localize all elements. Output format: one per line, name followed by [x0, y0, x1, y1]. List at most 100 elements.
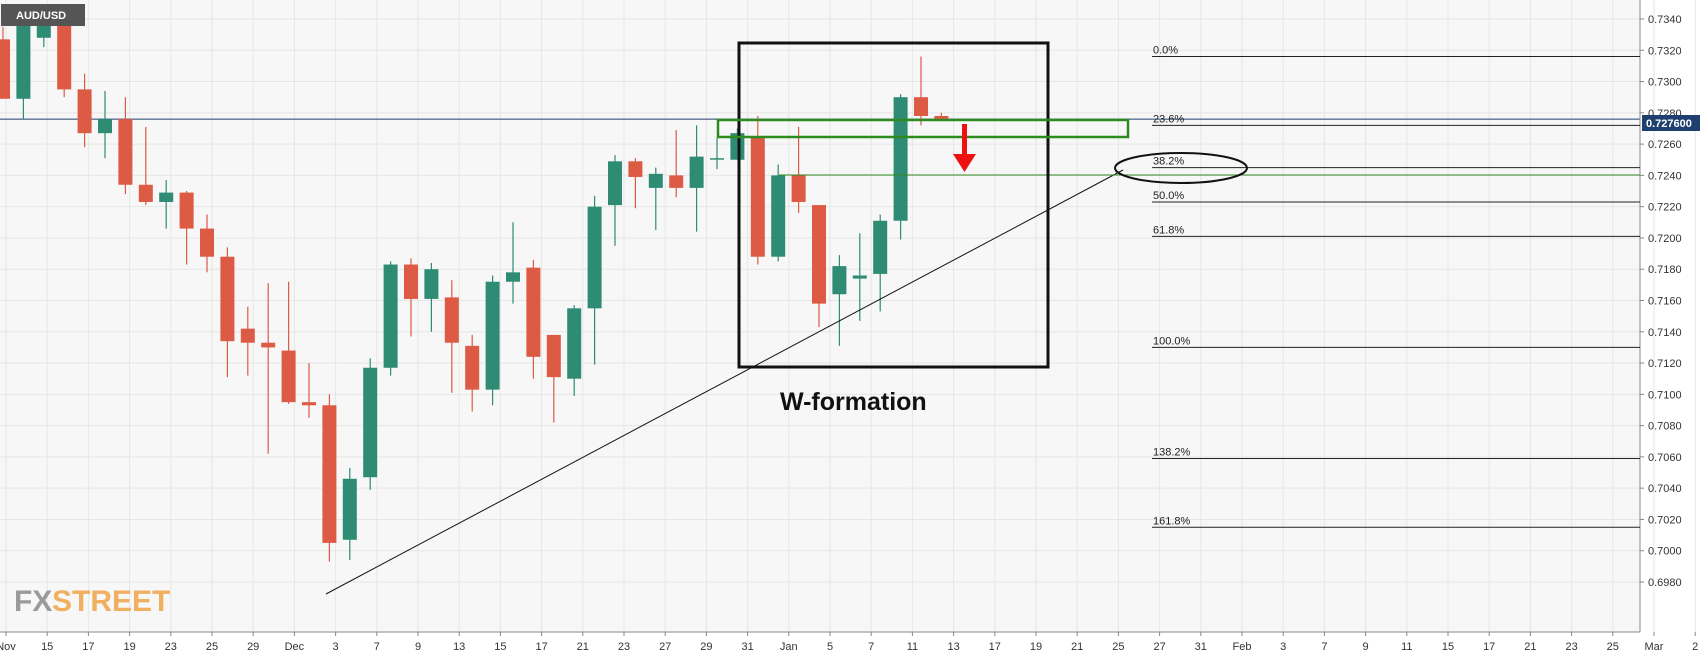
candle [261, 283, 276, 454]
y-tick-label: 0.7300 [1648, 77, 1682, 89]
candle-body [506, 272, 520, 282]
candle-body [98, 119, 112, 134]
candle [240, 306, 255, 376]
grid-layer [0, 0, 1696, 632]
x-tick-label: 5 [827, 641, 833, 653]
resistance-zone [716, 118, 1130, 139]
candle-body [281, 350, 296, 403]
candle-body [404, 264, 418, 299]
x-tick-label: 27 [1153, 641, 1165, 653]
candle [710, 137, 724, 170]
y-tick-label: 0.7320 [1648, 45, 1682, 57]
candle [77, 73, 92, 148]
candle [302, 363, 316, 418]
candle-body [669, 175, 684, 188]
candle-body [914, 97, 928, 116]
x-tick-label: 9 [1363, 641, 1369, 653]
candle [628, 158, 643, 209]
y-tick-label: 0.7200 [1648, 233, 1682, 245]
svg-text:0.727600: 0.727600 [1646, 118, 1692, 130]
y-tick-label: 0.6980 [1648, 577, 1682, 589]
candle-body [485, 281, 500, 390]
candle [771, 164, 786, 262]
y-tick-label: 0.7020 [1648, 514, 1682, 526]
x-tick-label: 11 [907, 641, 918, 653]
candle [689, 125, 704, 232]
x-tick-label: 21 [1524, 641, 1536, 653]
candle-body [465, 345, 480, 390]
candle-body [200, 228, 214, 257]
candle [546, 334, 561, 423]
fib-level-label: 50.0% [1153, 190, 1184, 202]
symbol-badge: AUD/USD [1, 4, 85, 26]
x-tick-label: 7 [868, 641, 874, 653]
x-tick-label: 23 [165, 641, 177, 653]
x-tick-label: 13 [453, 641, 465, 653]
candle-body [587, 206, 602, 309]
x-tick-label: 17 [82, 641, 94, 653]
x-tick-label: 3 [1280, 641, 1286, 653]
fibonacci-levels: 0.0% 23.6% 38.2% 50.0% 61.8% 100.0% 138.2% 161.… [1152, 45, 1640, 528]
x-tick-label: 19 [1030, 641, 1042, 653]
x-tick-label: 25 [206, 641, 218, 653]
x-tick-label: 7 [1321, 641, 1327, 653]
uptrend-line [325, 169, 1124, 595]
candle [424, 262, 439, 332]
y-tick-label: 0.7040 [1648, 483, 1682, 495]
y-tick-label: 0.7180 [1648, 264, 1682, 276]
fib-level-label: 38.2% [1153, 156, 1184, 168]
candle-body [444, 297, 459, 343]
x-tick-label: Nov [0, 641, 16, 653]
candle-body [812, 205, 826, 304]
candle [444, 280, 459, 393]
svg-text:AUD/USD: AUD/USD [16, 10, 66, 22]
candle [669, 130, 684, 198]
candle [832, 255, 847, 346]
y-tick-label: 0.7080 [1648, 421, 1682, 433]
candle [873, 214, 888, 312]
candle [322, 394, 337, 562]
x-tick-label: 29 [700, 641, 712, 653]
x-tick-label: Mar [1645, 641, 1664, 653]
x-tick-label: 31 [741, 641, 753, 653]
y-tick-label: 0.7000 [1648, 546, 1682, 558]
candle-body [383, 264, 398, 368]
candle-body [934, 115, 949, 120]
candle-body [118, 119, 133, 185]
x-tick-label: 15 [1442, 641, 1454, 653]
candle-body [342, 478, 357, 540]
y-tick-label: 0.7100 [1648, 389, 1682, 401]
candle [0, 26, 10, 99]
x-tick-label: 15 [41, 641, 53, 653]
y-tick-label: 0.7260 [1648, 139, 1682, 151]
candle [118, 97, 133, 195]
y-tick-label: 0.7340 [1648, 14, 1682, 26]
candle-body [791, 175, 806, 202]
fib-level-label: 23.6% [1153, 113, 1184, 125]
candle-body [750, 136, 765, 257]
x-tick-label: 21 [1071, 641, 1083, 653]
candle [200, 214, 214, 273]
x-axis: Nov 15 17 19 23 25 29 Dec 3 7 9 13 15 17 21 23 27 29 31 Jan… [0, 631, 1698, 653]
x-tick-label: 15 [494, 641, 506, 653]
candle [404, 258, 418, 337]
candle-body [852, 275, 867, 279]
x-tick-label: 25 [1112, 641, 1124, 653]
candle [485, 275, 500, 406]
candle-body [322, 405, 337, 543]
plot-background [0, 0, 1640, 632]
x-tick-label: 17 [989, 641, 1001, 653]
y-tick-label: 0.7060 [1648, 452, 1682, 464]
x-tick-label: Dec [285, 641, 305, 653]
fib-level-label: 61.8% [1153, 224, 1184, 236]
x-tick-label: 31 [1195, 641, 1207, 653]
fib-level-label: 138.2% [1153, 446, 1191, 458]
candle-body [893, 97, 908, 221]
candle [812, 205, 826, 328]
candle-body [628, 161, 643, 177]
x-tick-label: 7 [374, 641, 380, 653]
candle [159, 180, 174, 229]
x-tick-label: 23 [618, 641, 630, 653]
x-tick-label: 11 [1401, 641, 1412, 653]
